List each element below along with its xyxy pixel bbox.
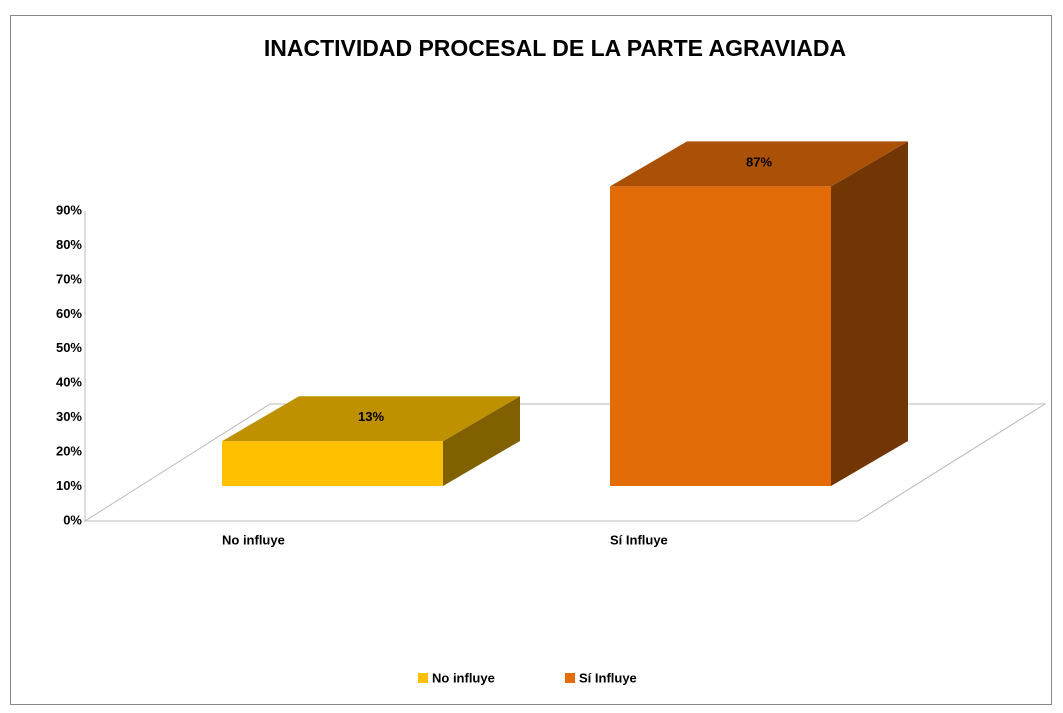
x-tick-label: No influye bbox=[222, 532, 285, 547]
bar-side bbox=[443, 396, 520, 486]
y-tick-label: 20% bbox=[56, 444, 82, 459]
y-tick-label: 40% bbox=[56, 375, 82, 390]
bar-side bbox=[831, 141, 908, 487]
chart-title: INACTIVIDAD PROCESAL DE LA PARTE AGRAVIA… bbox=[264, 35, 846, 61]
y-tick-label: 70% bbox=[56, 271, 82, 286]
x-tick-label: Sí Influye bbox=[610, 532, 668, 547]
y-tick-label: 10% bbox=[56, 478, 82, 493]
legend-label: No influye bbox=[432, 670, 495, 685]
y-tick-label: 50% bbox=[56, 340, 82, 355]
bar-top bbox=[610, 141, 908, 187]
bar bbox=[610, 186, 831, 487]
legend-label: Sí Influye bbox=[579, 670, 637, 685]
bar-top bbox=[222, 396, 520, 442]
floor bbox=[83, 403, 1047, 522]
legend-swatch bbox=[565, 673, 575, 683]
bar bbox=[222, 441, 443, 486]
y-tick-label: 60% bbox=[56, 306, 82, 321]
y-tick-label: 90% bbox=[56, 202, 82, 217]
y-tick-label: 80% bbox=[56, 237, 82, 252]
legend-swatch bbox=[418, 673, 428, 683]
value-label: 13% bbox=[358, 409, 384, 424]
y-tick-label: 0% bbox=[63, 512, 82, 527]
value-label: 87% bbox=[746, 154, 772, 169]
y-tick-label: 30% bbox=[56, 409, 82, 424]
